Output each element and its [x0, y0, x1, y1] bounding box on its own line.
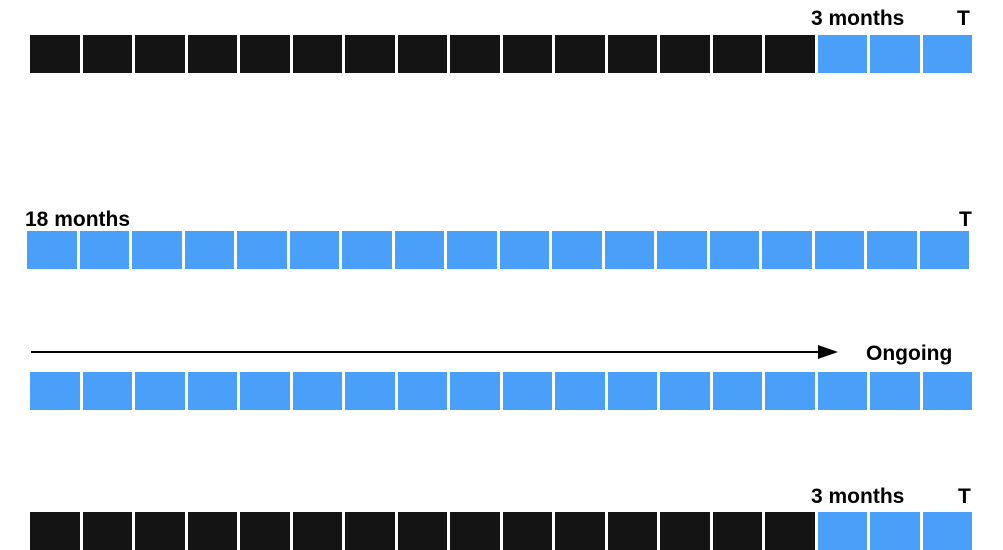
row3-block-strip [30, 372, 972, 410]
dark-block [135, 512, 185, 550]
dark-block [607, 512, 657, 550]
blue-block [817, 512, 867, 550]
dark-block [765, 35, 815, 73]
row3-duration-label: Ongoing [866, 342, 953, 365]
row4-end-label: T [958, 485, 971, 508]
row4-block-strip [30, 512, 972, 550]
blue-block [922, 35, 972, 73]
blue-block [709, 231, 759, 269]
blue-block [604, 231, 654, 269]
dark-block [712, 512, 762, 550]
blue-block [394, 231, 444, 269]
blue-block [30, 372, 80, 410]
arrow-head [818, 345, 838, 359]
blue-block [552, 231, 602, 269]
blue-block [870, 372, 920, 410]
blue-block [502, 372, 552, 410]
dark-block [292, 35, 342, 73]
dark-block [82, 512, 132, 550]
dark-block [450, 35, 500, 73]
blue-block [765, 372, 815, 410]
dark-block [607, 35, 657, 73]
row2-block-strip [27, 231, 969, 269]
dark-block [30, 512, 80, 550]
blue-block [237, 231, 287, 269]
blue-block [240, 372, 290, 410]
dark-block [240, 35, 290, 73]
blue-block [922, 512, 972, 550]
blue-block [79, 231, 129, 269]
dark-block [187, 35, 237, 73]
dark-block [502, 512, 552, 550]
dark-block [292, 512, 342, 550]
blue-block [447, 231, 497, 269]
blue-block [867, 231, 917, 269]
row2-end-label: T [959, 208, 972, 231]
blue-block [135, 372, 185, 410]
blue-block [817, 372, 867, 410]
blue-block [187, 372, 237, 410]
blue-block [342, 231, 392, 269]
dark-block [135, 35, 185, 73]
dark-block [345, 512, 395, 550]
row1-block-strip [30, 35, 972, 73]
blue-block [27, 231, 77, 269]
blue-block [397, 372, 447, 410]
blue-block [184, 231, 234, 269]
blue-block [345, 372, 395, 410]
dark-block [397, 35, 447, 73]
dark-block [450, 512, 500, 550]
dark-block [82, 35, 132, 73]
blue-block [499, 231, 549, 269]
dark-block [502, 35, 552, 73]
blue-block [870, 35, 920, 73]
blue-block [660, 372, 710, 410]
row4-duration-label: 3 months [811, 485, 905, 508]
dark-block [660, 35, 710, 73]
row2-duration-label: 18 months [25, 208, 131, 231]
blue-block [450, 372, 500, 410]
dark-block [712, 35, 762, 73]
blue-block [712, 372, 762, 410]
dark-block [187, 512, 237, 550]
blue-block [814, 231, 864, 269]
blue-block [555, 372, 605, 410]
dark-block [555, 35, 605, 73]
blue-block [132, 231, 182, 269]
row1-end-label: T [957, 7, 970, 30]
blue-block [919, 231, 969, 269]
dark-block [240, 512, 290, 550]
blue-block [922, 372, 972, 410]
dark-block [30, 35, 80, 73]
dark-block [555, 512, 605, 550]
blue-block [607, 372, 657, 410]
blue-block [870, 512, 920, 550]
dark-block [397, 512, 447, 550]
blue-block [289, 231, 339, 269]
row1-duration-label: 3 months [811, 7, 905, 30]
blue-block [657, 231, 707, 269]
dark-block [345, 35, 395, 73]
blue-block [762, 231, 812, 269]
dark-block [660, 512, 710, 550]
dark-block [765, 512, 815, 550]
blue-block [82, 372, 132, 410]
blue-block [292, 372, 342, 410]
blue-block [817, 35, 867, 73]
